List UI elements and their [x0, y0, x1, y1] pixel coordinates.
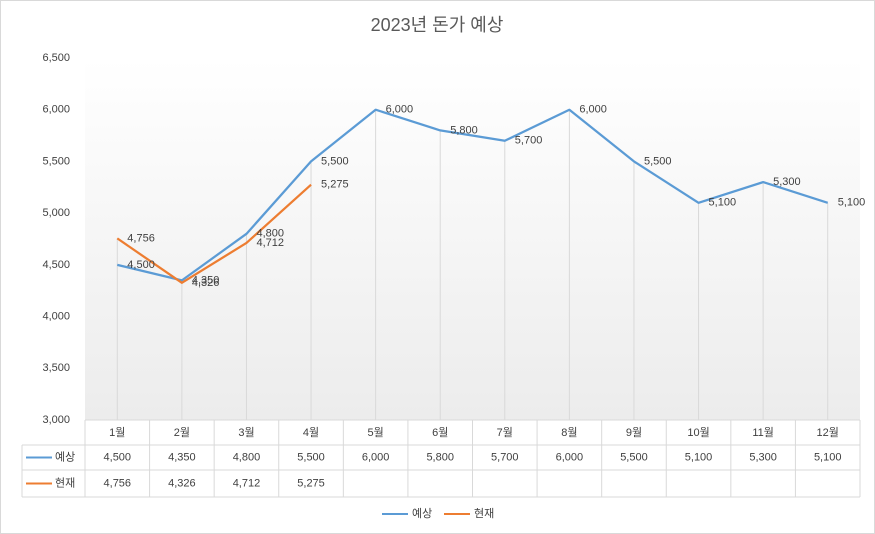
data-label: 4,350	[192, 274, 220, 286]
table-cell: 5,500	[620, 451, 648, 463]
x-tick-label: 10월	[687, 426, 709, 439]
table-cell: 5,300	[749, 451, 777, 463]
data-label: 4,712	[256, 237, 284, 249]
y-tick-label: 3,000	[42, 414, 70, 426]
x-tick-label: 3월	[238, 426, 254, 439]
table-cell: 6,000	[556, 451, 584, 463]
x-tick-label: 9월	[626, 426, 642, 439]
y-tick-label: 5,500	[42, 155, 70, 167]
table-series-name: 예상	[55, 450, 75, 463]
data-label: 6,000	[386, 104, 414, 116]
y-tick-label: 6,500	[42, 52, 70, 64]
data-label: 5,500	[644, 155, 672, 167]
series-line	[117, 108, 829, 282]
data-label: 4,800	[256, 228, 284, 240]
data-label: 4,500	[127, 259, 155, 271]
table-cell: 4,350	[168, 451, 196, 463]
x-tick-label: 7월	[497, 426, 513, 439]
data-label: 5,800	[450, 124, 478, 136]
data-label: 5,275	[321, 179, 349, 191]
x-tick-label: 11월	[752, 426, 774, 439]
x-tick-label: 1월	[109, 426, 125, 439]
table-cell: 4,326	[168, 477, 196, 489]
data-label: 6,000	[579, 104, 607, 116]
data-label: 5,300	[773, 176, 801, 188]
data-label: 5,100	[709, 197, 737, 209]
table-cell: 5,100	[685, 451, 713, 463]
table-cell: 5,500	[297, 451, 325, 463]
table-cell: 4,800	[233, 451, 261, 463]
table-cell: 5,800	[426, 451, 454, 463]
plot-area	[85, 58, 860, 420]
table-cell: 4,712	[233, 477, 261, 489]
data-label: 5,500	[321, 155, 349, 167]
y-tick-label: 4,500	[42, 259, 70, 271]
legend-label: 현재	[474, 507, 494, 520]
x-tick-label: 4월	[303, 426, 319, 439]
table-cell: 4,500	[104, 451, 132, 463]
y-tick-label: 6,000	[42, 104, 70, 116]
legend-label: 예상	[412, 507, 432, 520]
table-cell: 6,000	[362, 451, 390, 463]
x-tick-label: 12월	[817, 426, 839, 439]
y-tick-label: 5,000	[42, 207, 70, 219]
table-cell: 5,700	[491, 451, 519, 463]
x-tick-label: 8월	[561, 426, 577, 439]
x-tick-label: 5월	[368, 426, 384, 439]
x-tick-label: 6월	[432, 426, 448, 439]
x-tick-label: 2월	[174, 426, 190, 439]
data-label: 5,100	[838, 197, 866, 209]
y-tick-label: 4,000	[42, 310, 70, 322]
table-cell: 5,275	[297, 477, 325, 489]
y-tick-label: 3,500	[42, 362, 70, 374]
chart-title: 2023년 돈가 예상	[371, 15, 504, 35]
data-label: 5,700	[515, 135, 543, 147]
table-cell: 5,100	[814, 451, 842, 463]
series-line	[116, 183, 312, 284]
data-label: 4,326	[192, 277, 220, 289]
data-label: 4,756	[127, 232, 155, 244]
table-cell: 4,756	[104, 477, 132, 489]
table-series-name: 현재	[55, 476, 75, 489]
